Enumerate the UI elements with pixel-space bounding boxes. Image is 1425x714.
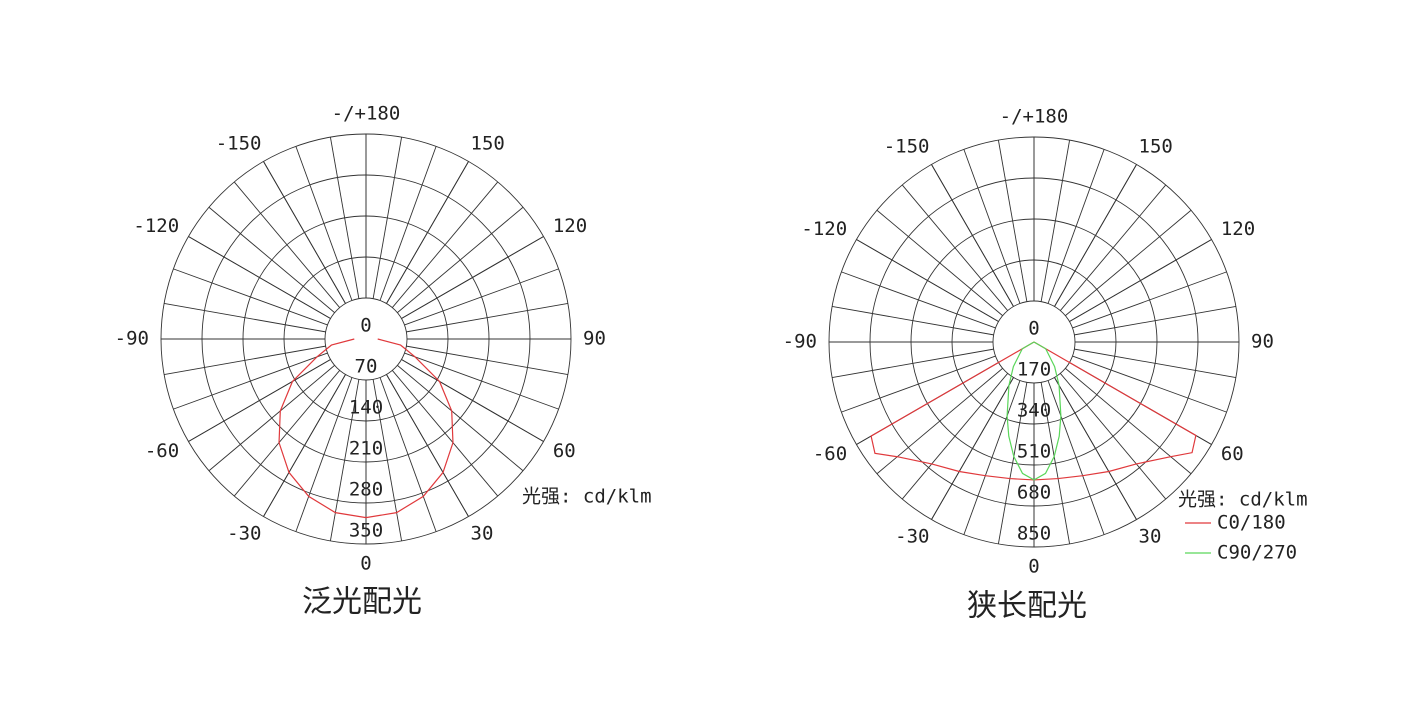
angle-tick-label: 30 — [471, 522, 494, 544]
angle-tick-label: -150 — [884, 136, 930, 158]
angle-tick-label: -90 — [783, 331, 817, 353]
angle-tick-label: -30 — [227, 522, 261, 544]
angle-spoke — [1069, 239, 1212, 322]
radial-tick-label: 0 — [1028, 318, 1039, 340]
angle-tick-label: 0 — [360, 553, 371, 575]
curve — [1006, 341, 1062, 481]
angle-tick-label: 150 — [471, 133, 505, 155]
angle-tick-label: 120 — [1221, 218, 1255, 240]
angle-tick-label: -30 — [895, 525, 929, 547]
chart-title: 狭长配光 — [967, 589, 1087, 624]
angle-tick-label: 90 — [1251, 331, 1274, 353]
angle-tick-label: 150 — [1139, 136, 1173, 158]
angle-spoke — [401, 359, 544, 442]
angle-tick-label: -120 — [133, 215, 179, 237]
angle-tick-label: -90 — [115, 328, 149, 350]
radial-tick-label: 0 — [360, 315, 371, 337]
radial-tick-label: 70 — [355, 356, 378, 378]
angle-spoke — [931, 164, 1014, 307]
angle-tick-label: -/+180 — [332, 103, 401, 125]
angle-spoke — [401, 236, 544, 319]
angle-tick-label: -60 — [145, 440, 179, 462]
angle-spoke — [188, 359, 331, 442]
legend-label: C0/180 — [1217, 512, 1286, 534]
angle-tick-label: 60 — [553, 440, 576, 462]
angle-spoke — [1054, 377, 1137, 520]
angle-tick-label: 120 — [553, 215, 587, 237]
angle-tick-label: -/+180 — [1000, 106, 1069, 128]
angle-tick-label: 30 — [1139, 525, 1162, 547]
angle-spoke — [931, 377, 1014, 520]
angle-tick-label: 90 — [583, 328, 606, 350]
angle-spoke — [386, 161, 469, 304]
angle-spoke — [1054, 164, 1137, 307]
unit-label: 光强: cd/klm — [1178, 489, 1308, 511]
angle-spoke — [188, 236, 331, 319]
angle-tick-label: -60 — [813, 443, 847, 465]
curve — [278, 338, 454, 519]
angle-tick-label: -150 — [216, 133, 262, 155]
chart-title: 泛光配光 — [302, 585, 422, 620]
angle-spoke — [263, 161, 346, 304]
radial-tick-label: 170 — [1017, 359, 1051, 381]
unit-label: 光强: cd/klm — [522, 486, 652, 508]
legend-label: C90/270 — [1217, 542, 1297, 564]
angle-tick-label: 0 — [1028, 556, 1039, 578]
angle-tick-label: 60 — [1221, 443, 1244, 465]
angle-spoke — [386, 374, 469, 517]
angle-spoke — [263, 374, 346, 517]
angle-tick-label: -120 — [801, 218, 847, 240]
angle-spoke — [856, 239, 999, 322]
